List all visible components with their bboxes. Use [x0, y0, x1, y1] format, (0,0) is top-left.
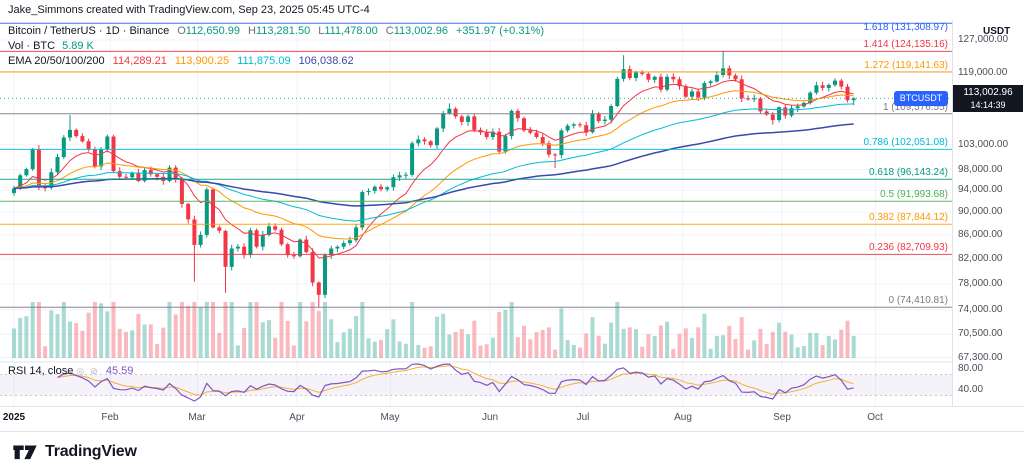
- visibility-icon[interactable]: ◎: [76, 366, 85, 376]
- time-axis-label: Jul: [576, 412, 590, 423]
- time-axis-label: Oct: [867, 412, 883, 423]
- symbol-title[interactable]: Bitcoin / TetherUS · 1D · Binance: [8, 25, 170, 37]
- rsi-ma-line: [57, 365, 854, 396]
- time-axis-label: 2025: [2, 412, 26, 423]
- low-label: L: [318, 25, 325, 37]
- high-value: 113,281.50: [255, 25, 311, 37]
- close-value: 113,002.96: [393, 25, 448, 37]
- price-axis-label: 90,000.00: [958, 206, 1003, 217]
- high-label: H: [248, 25, 256, 37]
- last-price-badge: 113,002.96 14:14:39: [953, 85, 1023, 112]
- open-label: O: [177, 25, 186, 37]
- time-axis-label: Sep: [773, 412, 791, 423]
- ema-value-0: 114,289.21: [112, 55, 167, 67]
- symbol-legend-row: Bitcoin / TetherUS · 1D · Binance O112,65…: [8, 24, 544, 39]
- last-price-value: 113,002.96: [963, 87, 1013, 98]
- time-axis-label: Jun: [481, 412, 499, 423]
- rsi-pane: [0, 363, 952, 402]
- chart-legend: Bitcoin / TetherUS · 1D · Binance O112,65…: [8, 24, 544, 69]
- tradingview-logo-icon[interactable]: [12, 442, 38, 462]
- time-axis-label: May: [380, 412, 400, 423]
- time-axis-label: Aug: [674, 412, 692, 423]
- change-value: +351.97 (+0.31%): [455, 25, 545, 37]
- bar-countdown: 14:14:39: [970, 100, 1006, 110]
- price-axis-label: 74,000.00: [958, 304, 1003, 315]
- time-axis-label: Mar: [188, 412, 206, 423]
- rsi-label[interactable]: RSI 14, close: [8, 365, 74, 377]
- price-axis-label: 94,000.00: [958, 184, 1003, 195]
- ema-line-0: [13, 79, 854, 259]
- time-axis-label: Apr: [289, 412, 305, 423]
- price-axis-label: 78,000.00: [958, 278, 1003, 289]
- ema-value-3: 106,038.62: [298, 55, 354, 67]
- price-axis-label: 67,300.00: [958, 352, 1003, 363]
- price-axis-label: 86,000.00: [958, 229, 1003, 240]
- price-axis[interactable]: USDT 127,000.00 119,000.00 103,000.00 98,00…: [952, 20, 1024, 406]
- volume-label[interactable]: Vol · BTC: [8, 40, 56, 52]
- ema-line-2: [13, 103, 854, 222]
- more-options-icon[interactable]: ⊘: [90, 366, 98, 376]
- price-chart-canvas[interactable]: [0, 20, 952, 406]
- low-value: 111,478.00: [324, 25, 378, 37]
- rsi-legend-row: RSI 14, close ◎ ⊘ 45.59: [8, 365, 133, 377]
- open-value: 112,650.99: [185, 25, 241, 37]
- close-label: C: [385, 25, 394, 37]
- chart-area[interactable]: USDT 127,000.00 119,000.00 103,000.00 98,00…: [0, 20, 1024, 432]
- gridlines: [0, 20, 952, 406]
- price-axis-label: 82,000.00: [958, 253, 1003, 264]
- rsi-value: 45.59: [105, 365, 134, 377]
- price-axis-label: 119,000.00: [958, 67, 1008, 78]
- fib-lines: [0, 22, 952, 308]
- time-axis[interactable]: 2025 Feb Mar Apr May Jun Jul Aug Sep Oct: [0, 406, 1024, 432]
- ema-label[interactable]: EMA 20/50/100/200: [8, 55, 105, 67]
- volume-bars: [12, 302, 856, 358]
- symbol-price-pill: BTCUSDT: [894, 91, 948, 106]
- price-axis-label: 70,500.00: [958, 328, 1003, 339]
- attribution-bar: TradingView: [0, 431, 1024, 471]
- volume-value: 5.89 K: [62, 40, 94, 52]
- price-axis-label: 127,000.00: [958, 34, 1009, 45]
- ema-value-1: 113,900.25: [174, 55, 230, 67]
- price-axis-label: 103,000.00: [958, 139, 1009, 150]
- rsi-line: [57, 363, 854, 402]
- ema-legend-row: EMA 20/50/100/200 114,289.21 113,900.25 111…: [8, 54, 544, 69]
- ema-line-1: [13, 90, 854, 240]
- price-axis-label: 98,000.00: [958, 164, 1003, 175]
- rsi-axis-label: 80.00: [958, 363, 984, 374]
- ema-line-3: [13, 123, 854, 207]
- ema-value-2: 111,875.09: [237, 55, 291, 67]
- volume-legend-row: Vol · BTC 5.89 K: [8, 39, 544, 54]
- ema-values: 114,289.21 113,900.25 111,875.09 106,038.62: [105, 55, 354, 67]
- attribution-text: Jake_Simmons created with TradingView.co…: [0, 0, 1024, 20]
- tradingview-wordmark[interactable]: TradingView: [45, 442, 137, 460]
- axis-currency-label: USDT: [983, 26, 1011, 37]
- time-axis-label: Feb: [101, 412, 119, 423]
- rsi-axis-label: 40.00: [958, 384, 984, 395]
